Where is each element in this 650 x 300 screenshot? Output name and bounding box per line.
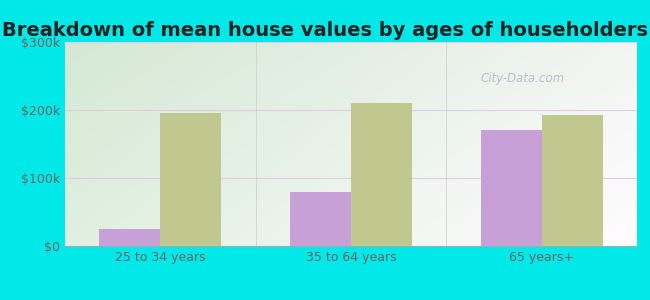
Bar [290, 192, 351, 246]
Bar [541, 116, 603, 246]
Text: Breakdown of mean house values by ages of householders: Breakdown of mean house values by ages o… [2, 21, 648, 40]
Bar [480, 130, 541, 246]
Bar [161, 113, 222, 246]
Bar [99, 229, 161, 246]
Text: City-Data.com: City-Data.com [480, 72, 565, 85]
Bar [351, 103, 412, 246]
